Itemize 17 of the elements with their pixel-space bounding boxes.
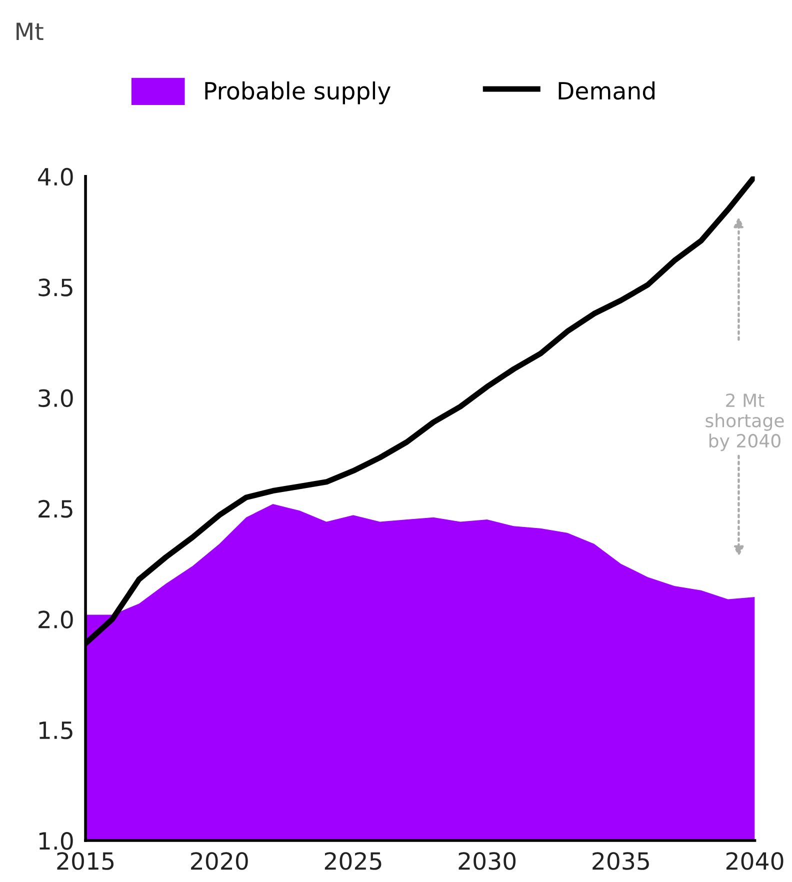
text: Mt: [16, 22, 44, 40]
y-tick-label: 2.0: [38, 610, 73, 628]
legend-label: Probable supply: [205, 81, 391, 104]
x-tick-label: 2015: [57, 852, 114, 870]
y-tick-label: 1.5: [39, 722, 72, 740]
y-tick-label: 3.5: [38, 278, 72, 296]
x-tick-label: 2020: [191, 852, 248, 870]
x-tick-label: 2025: [324, 852, 382, 870]
annotation: 2 Mt shortage by 2040: [706, 393, 784, 452]
x-tick-label: 2035: [592, 852, 649, 870]
x-tick-label: 2040: [726, 852, 784, 870]
y-tick-label: 4.0: [38, 168, 73, 186]
legend-label: Demand: [558, 81, 654, 100]
x-tick-label: 2030: [458, 852, 516, 870]
y-tick-label: 3.0: [38, 389, 73, 408]
y-tick-label: 2.5: [38, 500, 72, 518]
y-tick-label: 1.0: [39, 832, 73, 850]
